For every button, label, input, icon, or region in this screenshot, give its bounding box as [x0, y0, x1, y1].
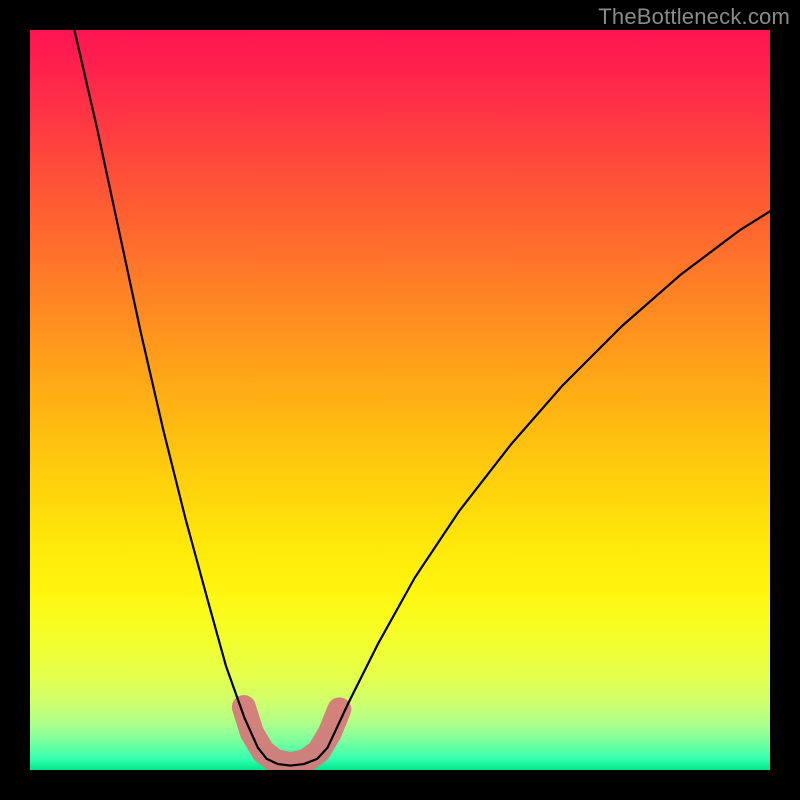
- curve-layer: [30, 30, 770, 770]
- plot-area: [30, 30, 770, 770]
- v-curve-line: [74, 30, 770, 766]
- chart-container: TheBottleneck.com: [0, 0, 800, 800]
- watermark-text: TheBottleneck.com: [598, 4, 790, 30]
- bottom-highlight-marker: [244, 707, 339, 764]
